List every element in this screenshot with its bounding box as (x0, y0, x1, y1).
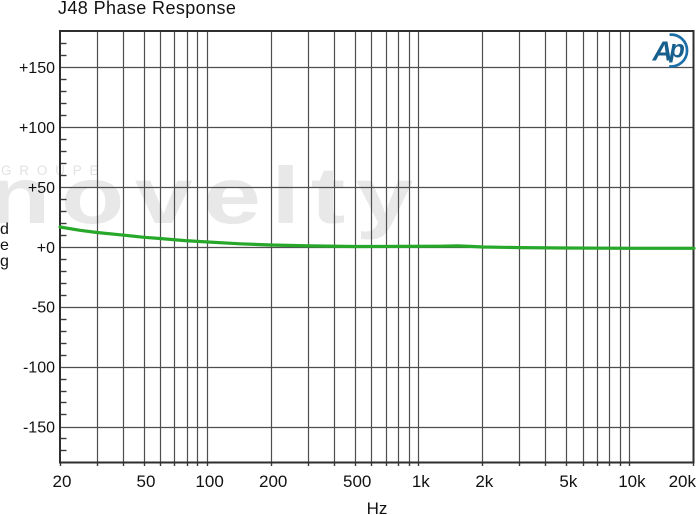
svg-text:g: g (0, 253, 9, 270)
svg-text:-150: -150 (23, 420, 55, 437)
svg-text:20: 20 (53, 472, 72, 491)
svg-text:Hz: Hz (367, 499, 388, 515)
svg-text:GROUPE: GROUPE (1, 163, 106, 178)
svg-text:+0: +0 (37, 240, 55, 257)
svg-text:A: A (652, 36, 673, 67)
svg-text:5k: 5k (559, 472, 577, 491)
svg-text:+100: +100 (19, 120, 55, 137)
svg-text:d: d (0, 221, 9, 238)
svg-text:J48 Phase Response: J48 Phase Response (58, 0, 236, 18)
svg-text:p: p (669, 36, 685, 64)
svg-text:-100: -100 (23, 360, 55, 377)
svg-text:50: 50 (137, 472, 156, 491)
svg-text:20k: 20k (669, 472, 696, 491)
svg-text:2k: 2k (475, 472, 493, 491)
svg-text:100: 100 (195, 472, 223, 491)
svg-text:500: 500 (343, 472, 371, 491)
svg-text:+150: +150 (19, 60, 55, 77)
svg-text:novelty: novelty (0, 151, 424, 241)
svg-text:e: e (0, 237, 9, 254)
svg-text:+50: +50 (28, 180, 55, 197)
svg-text:1k: 1k (412, 472, 430, 491)
svg-text:200: 200 (259, 472, 287, 491)
svg-text:-50: -50 (32, 300, 55, 317)
svg-text:10k: 10k (618, 472, 646, 491)
